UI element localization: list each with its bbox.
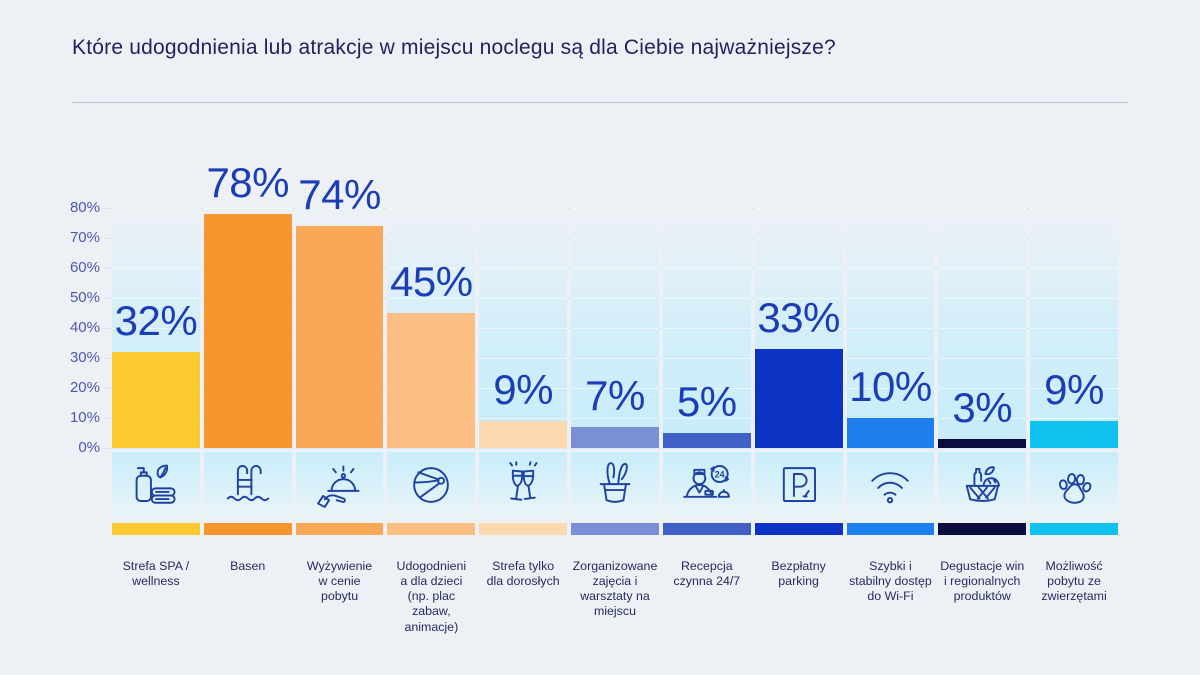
y-axis-tick: 0% [78, 439, 100, 456]
paw-icon [1058, 473, 1092, 504]
category-label: Degustacje win i regionalnych produktów [940, 559, 1025, 604]
color-swatch [571, 523, 659, 535]
color-swatch [846, 523, 935, 535]
color-swatch [203, 523, 292, 535]
bar [846, 418, 935, 448]
y-axis-tick: 20% [69, 379, 100, 396]
bar-value: 45% [390, 258, 473, 305]
color-swatch [387, 523, 476, 535]
y-axis-tick: 10% [69, 409, 100, 426]
bar-value: 10% [849, 363, 932, 410]
bar [571, 427, 659, 448]
icon-cell [846, 452, 935, 518]
icon-cell [938, 452, 1027, 518]
bar-value: 5% [676, 378, 737, 425]
bar-value: 3% [952, 384, 1013, 431]
column-background [662, 208, 751, 448]
column-background [1030, 208, 1118, 448]
food-cloche-icon [316, 465, 360, 508]
icon-cell [479, 452, 568, 518]
magic-hat-icon [599, 462, 631, 503]
icon-cell [387, 452, 476, 518]
chart-column-zajecia: 7% Zorganizowane zajęcia i warsztaty na … [571, 208, 659, 635]
color-swatch [1030, 523, 1118, 535]
category-label: Bezpłatny parking [771, 559, 826, 589]
category-label: Wyżywienie w cenie pobytu [306, 559, 373, 604]
chart-column-dzieci: 45% Udogodnieni a dla dzieci (np. plac z… [387, 208, 476, 635]
category-label: Możliwość pobytu ze zwierzętami [1041, 559, 1107, 604]
chart-column-zwierzeta: 9% Możliwość pobytu ze zwierzętami [1030, 208, 1118, 635]
y-axis-tick: 80% [69, 199, 100, 216]
chart-column-wyzywienie: 74% Wyżywienie w cenie pobytu [295, 171, 384, 635]
category-label: Strefa tylko dla dorosłych [486, 559, 560, 589]
bar [295, 226, 384, 448]
bar [112, 352, 200, 448]
bar [938, 439, 1027, 448]
column-background [479, 208, 568, 448]
icon-cell [112, 452, 200, 518]
product-basket-icon [966, 466, 1001, 503]
chart-column-wifi: 10% Szybki i stabilny dostęp do Wi-Fi [846, 208, 935, 635]
icon-cell: 24 [662, 452, 751, 518]
chart-column-spa: 32% Strefa SPA / wellness [112, 208, 200, 635]
category-label: Recepcja czynna 24/7 [673, 559, 741, 589]
color-swatch [938, 523, 1027, 535]
color-swatch [112, 523, 200, 535]
chart-column-degustacje: 3% Degustacje win i regionalnych produkt… [938, 208, 1027, 635]
chart-column-dorosli: 9% Strefa tylko dla dorosłych [479, 208, 568, 635]
chart-column-basen: 78% Basen [203, 159, 292, 635]
bar [203, 214, 292, 448]
icon-cell [203, 452, 292, 518]
column-background [571, 208, 659, 448]
column-background [846, 208, 935, 448]
bar-value: 9% [1044, 366, 1104, 413]
y-axis-tick: 40% [69, 319, 100, 336]
svg-text:24: 24 [715, 469, 725, 479]
icon-cell [571, 452, 659, 518]
bar-columns: 32% Strefa SPA / wellness 78% [112, 159, 1118, 635]
champagne-glasses-icon [509, 461, 538, 501]
pool-icon [226, 465, 269, 502]
category-label: Strefa SPA / wellness [122, 559, 190, 589]
reception-24-icon: 24 [683, 465, 730, 498]
category-label: Szybki i stabilny dostęp do Wi-Fi [849, 559, 932, 604]
bar-value: 78% [206, 159, 289, 206]
category-label: Zorganizowane zajęcia i warsztaty na mie… [572, 559, 658, 619]
column-background [938, 208, 1027, 448]
color-swatch [662, 523, 751, 535]
category-label: Basen [230, 559, 266, 573]
category-label: Udogodnieni a dla dzieci (np. plac zabaw… [396, 559, 467, 634]
page-title: Które udogodnienia lub atrakcje w miejsc… [72, 36, 836, 59]
wifi-icon [871, 472, 910, 504]
color-swatch [295, 523, 384, 535]
y-axis-tick: 30% [69, 349, 100, 366]
bar [1030, 421, 1118, 448]
bar [754, 349, 843, 448]
title-divider [72, 102, 1128, 103]
bar-value: 7% [585, 372, 645, 419]
chart-column-recepcja: 5% 24 Recepcja czynna 24/7 [662, 208, 751, 635]
color-swatch [754, 523, 843, 535]
bar-value: 9% [493, 366, 554, 413]
chart-column-parking: 33% Bezpłatny parking [754, 208, 843, 635]
bar [662, 433, 751, 448]
icon-cell [295, 452, 384, 518]
bar-value: 32% [114, 297, 198, 344]
bar [479, 421, 568, 448]
spa-icon [135, 464, 176, 504]
icon-cell [754, 452, 843, 518]
parking-icon [782, 467, 816, 503]
y-axis-tick: 60% [69, 259, 100, 276]
color-swatch [479, 523, 568, 535]
bar-value: 33% [757, 294, 840, 341]
icon-cell [1030, 452, 1118, 518]
bar-value: 74% [298, 171, 381, 218]
y-axis-tick: 50% [69, 289, 100, 306]
bar [387, 313, 476, 448]
beach-ball-icon [413, 467, 450, 503]
y-axis-tick: 70% [69, 229, 100, 246]
